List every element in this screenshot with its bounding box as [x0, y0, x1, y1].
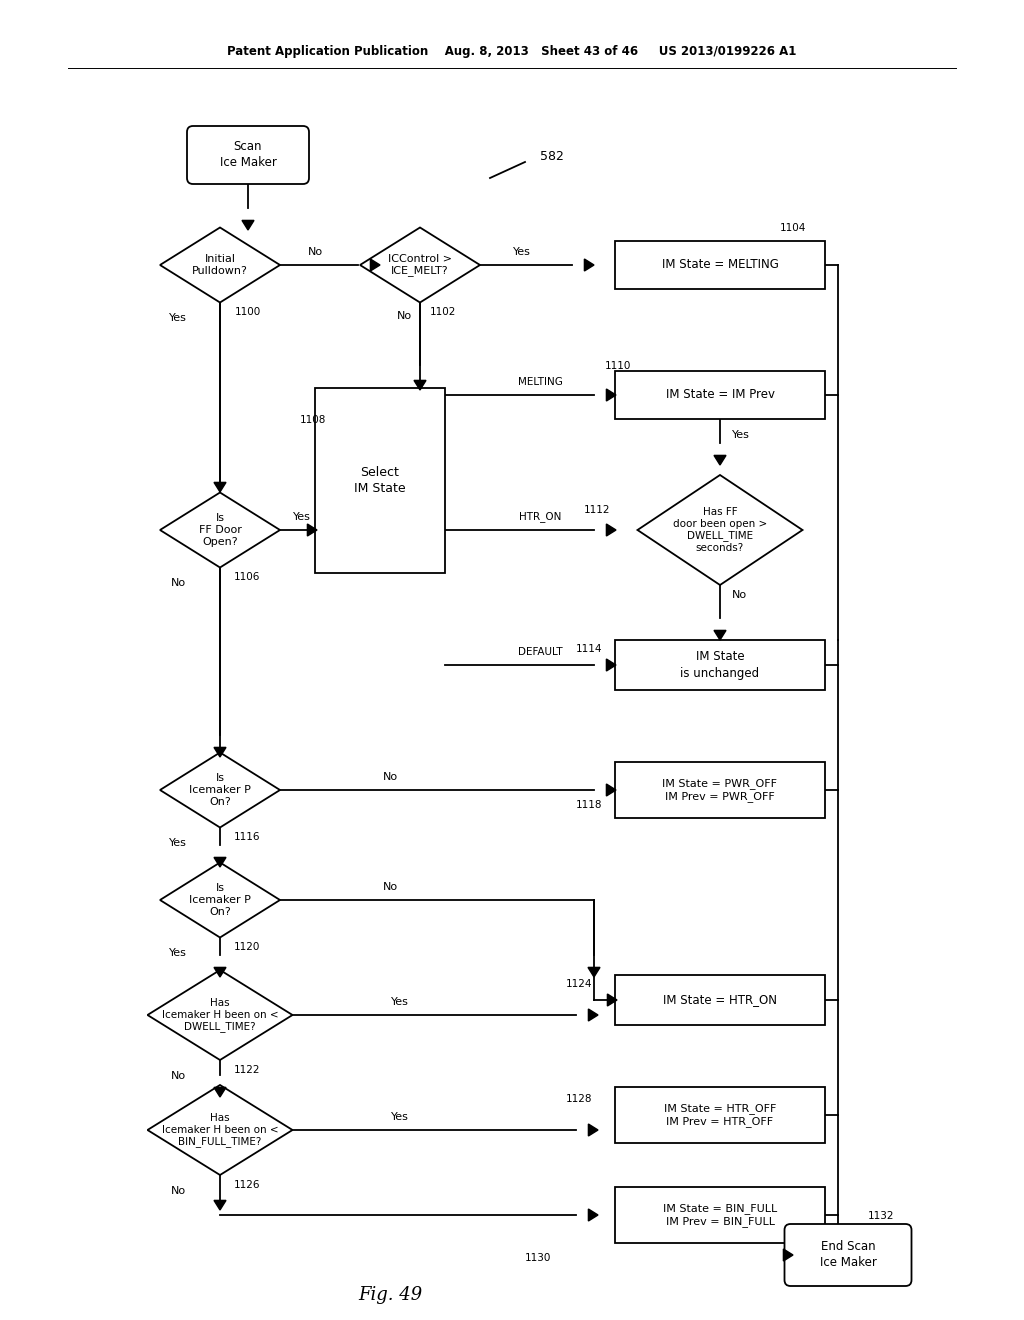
Bar	[615, 975, 825, 1026]
Text: 1130: 1130	[525, 1253, 551, 1263]
Text: IM State = MELTING: IM State = MELTING	[662, 259, 778, 272]
Polygon shape	[360, 227, 480, 302]
Text: 1120: 1120	[234, 942, 260, 952]
Bar	[315, 388, 445, 573]
Text: Yes: Yes	[169, 313, 187, 323]
Polygon shape	[714, 455, 726, 465]
FancyBboxPatch shape	[187, 125, 309, 183]
Text: ICControl >
ICE_MELT?: ICControl > ICE_MELT?	[388, 253, 452, 276]
Text: No: No	[382, 882, 397, 892]
FancyBboxPatch shape	[784, 1224, 911, 1286]
Text: No: No	[170, 1071, 185, 1081]
Polygon shape	[214, 482, 226, 492]
Polygon shape	[606, 389, 616, 401]
Text: No: No	[170, 578, 185, 587]
Text: No: No	[170, 1185, 185, 1196]
Polygon shape	[714, 631, 726, 640]
Text: 582: 582	[540, 150, 564, 164]
Polygon shape	[588, 968, 600, 977]
Polygon shape	[606, 659, 616, 671]
Text: Is
FF Door
Open?: Is FF Door Open?	[199, 513, 242, 546]
Text: IM State = PWR_OFF
IM Prev = PWR_OFF: IM State = PWR_OFF IM Prev = PWR_OFF	[663, 777, 777, 803]
Polygon shape	[606, 784, 616, 796]
Polygon shape	[589, 1209, 598, 1221]
Text: Yes: Yes	[293, 512, 311, 521]
Text: HTR_ON: HTR_ON	[519, 511, 561, 521]
Text: IM State
is unchanged: IM State is unchanged	[680, 651, 760, 680]
Text: 1112: 1112	[584, 506, 610, 515]
Polygon shape	[783, 1249, 793, 1261]
Text: 1102: 1102	[430, 308, 457, 317]
Text: Yes: Yes	[513, 247, 530, 257]
Text: 1126: 1126	[234, 1180, 260, 1191]
Text: 1100: 1100	[234, 308, 261, 317]
Text: Yes: Yes	[169, 838, 187, 847]
Text: IM State = HTR_ON: IM State = HTR_ON	[663, 994, 777, 1006]
Text: 1118: 1118	[575, 800, 602, 810]
Text: Select
IM State: Select IM State	[354, 466, 406, 495]
Polygon shape	[147, 970, 293, 1060]
Text: 1106: 1106	[234, 572, 260, 582]
Polygon shape	[607, 994, 617, 1006]
Text: 1124: 1124	[565, 979, 592, 989]
Text: Yes: Yes	[391, 1111, 409, 1122]
Polygon shape	[589, 1008, 598, 1020]
Polygon shape	[160, 227, 280, 302]
Polygon shape	[371, 259, 380, 271]
Polygon shape	[214, 858, 226, 867]
Text: 1116: 1116	[234, 832, 260, 842]
Polygon shape	[147, 1085, 293, 1175]
Text: Is
Icemaker P
On?: Is Icemaker P On?	[189, 883, 251, 916]
Bar	[615, 242, 825, 289]
Text: 1110: 1110	[605, 360, 632, 371]
Text: 1128: 1128	[565, 1094, 592, 1104]
Polygon shape	[214, 968, 226, 977]
Bar	[615, 1187, 825, 1243]
Text: IM State = IM Prev: IM State = IM Prev	[666, 388, 774, 401]
Text: Patent Application Publication    Aug. 8, 2013   Sheet 43 of 46     US 2013/0199: Patent Application Publication Aug. 8, 2…	[227, 45, 797, 58]
Polygon shape	[638, 475, 803, 585]
Polygon shape	[414, 380, 426, 389]
Text: No: No	[397, 312, 412, 321]
Text: IM State = HTR_OFF
IM Prev = HTR_OFF: IM State = HTR_OFF IM Prev = HTR_OFF	[664, 1104, 776, 1127]
Text: Yes: Yes	[732, 430, 750, 440]
Bar	[615, 1086, 825, 1143]
Polygon shape	[160, 752, 280, 828]
Polygon shape	[606, 524, 616, 536]
Text: DEFAULT: DEFAULT	[518, 647, 562, 657]
Text: Is
Icemaker P
On?: Is Icemaker P On?	[189, 774, 251, 807]
Text: Has
Icemaker H been on <
DWELL_TIME?: Has Icemaker H been on < DWELL_TIME?	[162, 998, 279, 1032]
Text: No: No	[307, 247, 323, 257]
Text: 1108: 1108	[300, 414, 327, 425]
Polygon shape	[214, 1200, 226, 1210]
Polygon shape	[214, 1088, 226, 1097]
Text: Scan
Ice Maker: Scan Ice Maker	[219, 140, 276, 169]
Text: Has FF
door been open >
DWELL_TIME
seconds?: Has FF door been open > DWELL_TIME secon…	[673, 507, 767, 553]
Polygon shape	[160, 862, 280, 937]
Polygon shape	[214, 747, 226, 756]
Text: IM State = BIN_FULL
IM Prev = BIN_FULL: IM State = BIN_FULL IM Prev = BIN_FULL	[663, 1203, 777, 1228]
Text: 1114: 1114	[575, 644, 602, 653]
Polygon shape	[589, 1125, 598, 1137]
Text: Fig. 49: Fig. 49	[357, 1286, 422, 1304]
Text: 1122: 1122	[234, 1065, 260, 1074]
Polygon shape	[307, 524, 317, 536]
Text: Yes: Yes	[391, 997, 409, 1007]
Text: Has
Icemaker H been on <
BIN_FULL_TIME?: Has Icemaker H been on < BIN_FULL_TIME?	[162, 1113, 279, 1147]
Text: 1104: 1104	[780, 223, 806, 234]
Text: MELTING: MELTING	[517, 378, 562, 387]
Polygon shape	[585, 259, 594, 271]
Text: 1132: 1132	[868, 1210, 895, 1221]
Text: Yes: Yes	[169, 948, 187, 958]
Polygon shape	[242, 220, 254, 230]
Polygon shape	[160, 492, 280, 568]
Text: No: No	[382, 772, 397, 781]
Bar	[615, 640, 825, 690]
Bar	[615, 762, 825, 818]
Bar	[615, 371, 825, 418]
Text: No: No	[732, 590, 748, 601]
Text: End Scan
Ice Maker: End Scan Ice Maker	[819, 1241, 877, 1270]
Text: Initial
Pulldown?: Initial Pulldown?	[193, 255, 248, 276]
